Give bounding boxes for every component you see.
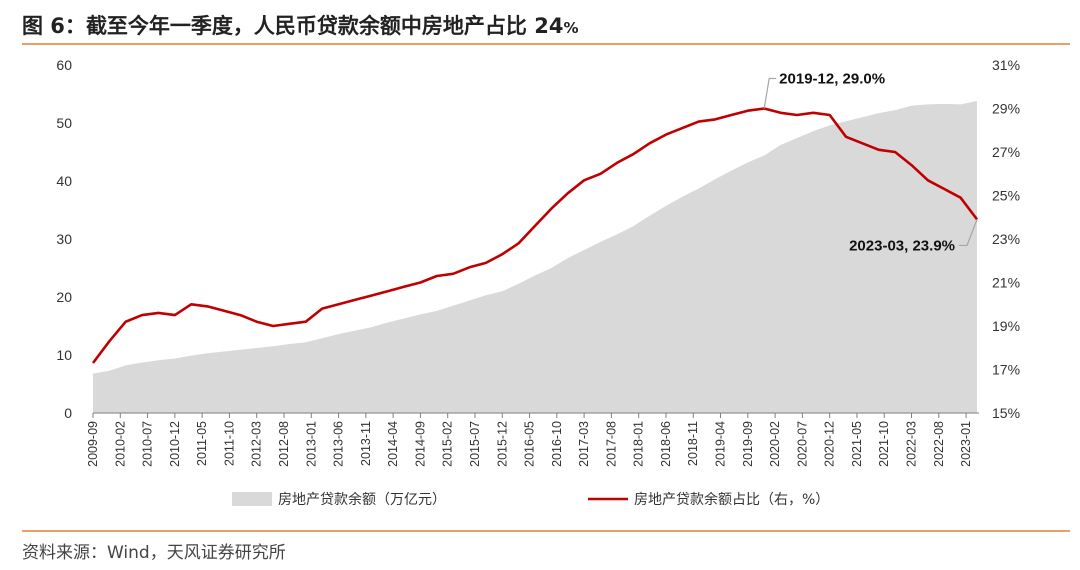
x-tick-label: 2023-01: [959, 421, 973, 467]
chart-title-prefix: 图 6：: [22, 14, 86, 38]
x-tick-label: 2022-08: [932, 421, 946, 467]
x-tick-label: 2011-05: [195, 421, 209, 466]
right-tick-label: 21%: [992, 275, 1020, 291]
x-tick-label: 2020-02: [768, 421, 782, 467]
x-tick-label: 2021-05: [850, 421, 864, 467]
x-tick-label: 2012-08: [277, 421, 291, 467]
line-series-share: [91, 107, 979, 364]
legend-swatch-area: [232, 492, 272, 506]
left-tick-label: 50: [56, 115, 72, 131]
x-tick-label: 2017-08: [604, 421, 618, 467]
source-divider: [22, 530, 1070, 532]
x-tick-label: 2014-09: [413, 421, 427, 467]
x-tick-label: 2013-01: [304, 421, 318, 467]
chart-canvas: 2009-09 2010-02 2010-07 2010-12 2011-05 2011-…: [56, 57, 1020, 508]
x-tick-label: 2016-05: [523, 421, 537, 467]
x-tick-label: 2014-04: [386, 421, 400, 467]
x-tick-label: 2013-11: [359, 421, 373, 466]
annotation-latest: 2023-03, 23.9%: [849, 237, 955, 254]
area-series-real-estate-loans: [93, 101, 977, 413]
x-tick-label: 2015-07: [468, 421, 482, 467]
left-tick-label: 60: [56, 57, 72, 73]
x-tick-label: 2020-07: [795, 421, 809, 467]
x-tick-label: 2018-01: [632, 421, 646, 467]
x-tick-label: 2013-06: [332, 421, 346, 467]
x-tick-label: 2010-07: [141, 421, 155, 467]
source-note: 资料来源：Wind，天风证券研究所: [22, 543, 286, 563]
x-tick-label: 2017-03: [577, 421, 591, 467]
left-tick-label: 40: [56, 173, 72, 189]
left-tick-label: 0: [64, 405, 72, 421]
x-tick-label: 2019-04: [714, 421, 728, 467]
chart-title-text: 截至今年一季度，人民币贷款余额中房地产占比 24: [85, 14, 564, 38]
annotation-leader-latest: [959, 219, 978, 247]
legend-label-line: 房地产贷款余额占比（右，%）: [634, 491, 829, 508]
x-tick-label: 2022-03: [905, 421, 919, 467]
x-tick-label: 2009-09: [86, 421, 100, 467]
right-tick-label: 19%: [992, 318, 1020, 334]
right-tick-label: 23%: [992, 231, 1020, 247]
right-tick-label: 25%: [992, 188, 1020, 204]
x-tick-label: 2015-02: [441, 421, 455, 467]
x-tick-label: 2018-11: [686, 421, 700, 466]
annotation-leader-peak: [763, 77, 777, 109]
right-tick-label: 31%: [992, 57, 1020, 73]
right-tick-label: 17%: [992, 362, 1020, 378]
chart-title: 图 6：截至今年一季度，人民币贷款余额中房地产占比 24%: [22, 10, 579, 40]
x-tick-label: 2016-10: [550, 421, 564, 467]
legend-label-area: 房地产贷款余额（万亿元）: [278, 491, 446, 508]
x-tick-label: 2015-12: [495, 421, 509, 467]
right-tick-label: 27%: [992, 144, 1020, 160]
left-tick-label: 10: [56, 347, 72, 363]
annotation-peak: 2019-12, 29.0%: [779, 71, 885, 88]
x-tick-label: 2010-12: [168, 421, 182, 467]
left-tick-label: 30: [56, 231, 72, 247]
x-tick-label: 2020-12: [823, 421, 837, 467]
x-tick-label: 2021-10: [877, 421, 891, 467]
chart-title-suffix: %: [563, 19, 579, 37]
x-tick-label: 2019-09: [741, 421, 755, 467]
title-divider: [22, 43, 1070, 45]
x-tick-label: 2018-06: [659, 421, 673, 467]
x-tick-label: 2011-10: [222, 421, 236, 466]
left-tick-label: 20: [56, 289, 72, 305]
x-tick-label: 2010-02: [113, 421, 127, 467]
right-tick-label: 15%: [992, 405, 1020, 421]
right-tick-label: 29%: [992, 101, 1020, 117]
x-tick-label: 2012-03: [250, 421, 264, 467]
